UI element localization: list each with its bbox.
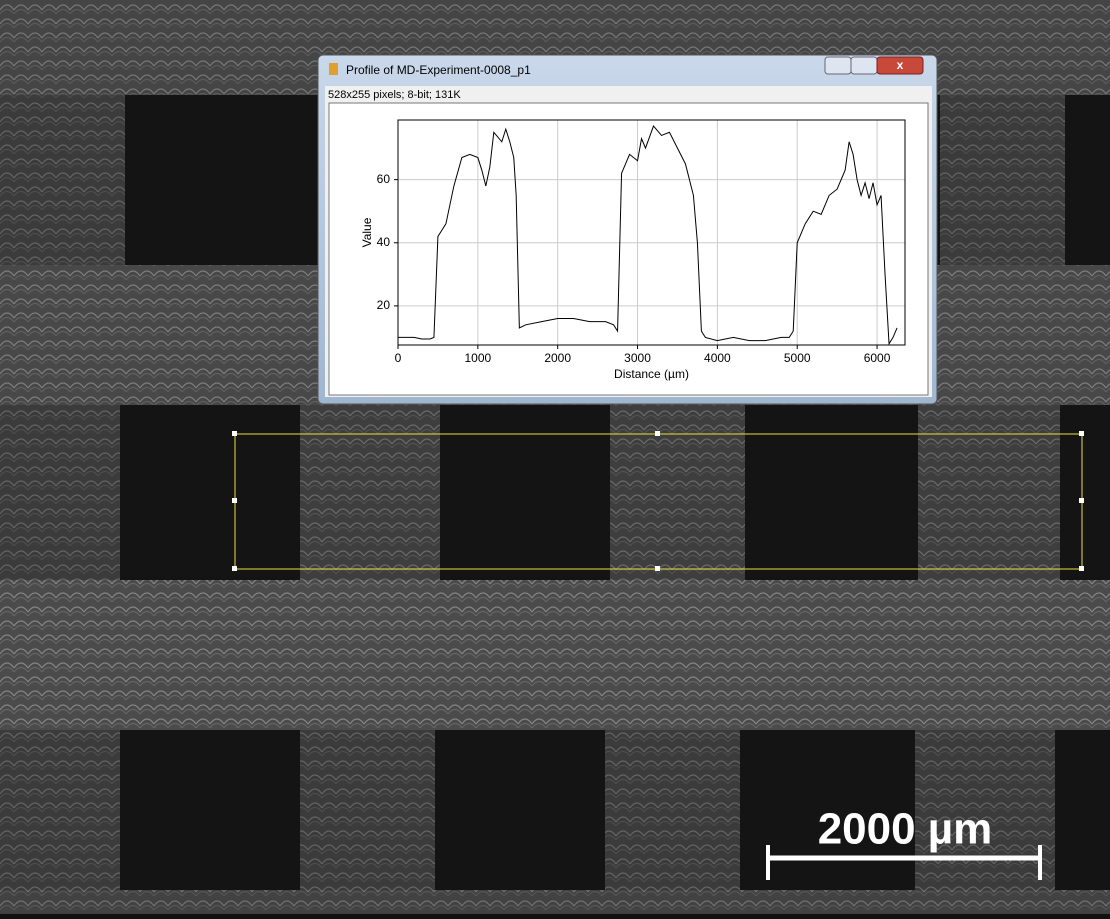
y-tick-label: 60 (377, 172, 391, 186)
close-icon: x (897, 58, 904, 72)
minimize-button[interactable] (825, 57, 851, 74)
x-tick-label: 1000 (464, 351, 491, 365)
y-axis-label: Value (360, 217, 374, 247)
app-icon (329, 63, 338, 75)
x-tick-label: 2000 (544, 351, 571, 365)
window-title: Profile of MD-Experiment-0008_p1 (346, 63, 531, 77)
x-tick-label: 3000 (624, 351, 651, 365)
y-tick-label: 40 (377, 235, 391, 249)
x-axis-label: Distance (µm) (614, 367, 689, 381)
maximize-button[interactable] (851, 57, 877, 74)
x-tick-label: 6000 (864, 351, 891, 365)
scale-bar-label: 2000 µm (818, 805, 993, 854)
image-info: 528x255 pixels; 8-bit; 131K (328, 89, 461, 101)
y-tick-label: 20 (377, 298, 391, 312)
x-tick-label: 0 (395, 351, 402, 365)
x-tick-label: 5000 (784, 351, 811, 365)
x-tick-label: 4000 (704, 351, 731, 365)
screen: 2000 µm Profile of MD-Experiment-0008_p1… (0, 0, 1110, 914)
